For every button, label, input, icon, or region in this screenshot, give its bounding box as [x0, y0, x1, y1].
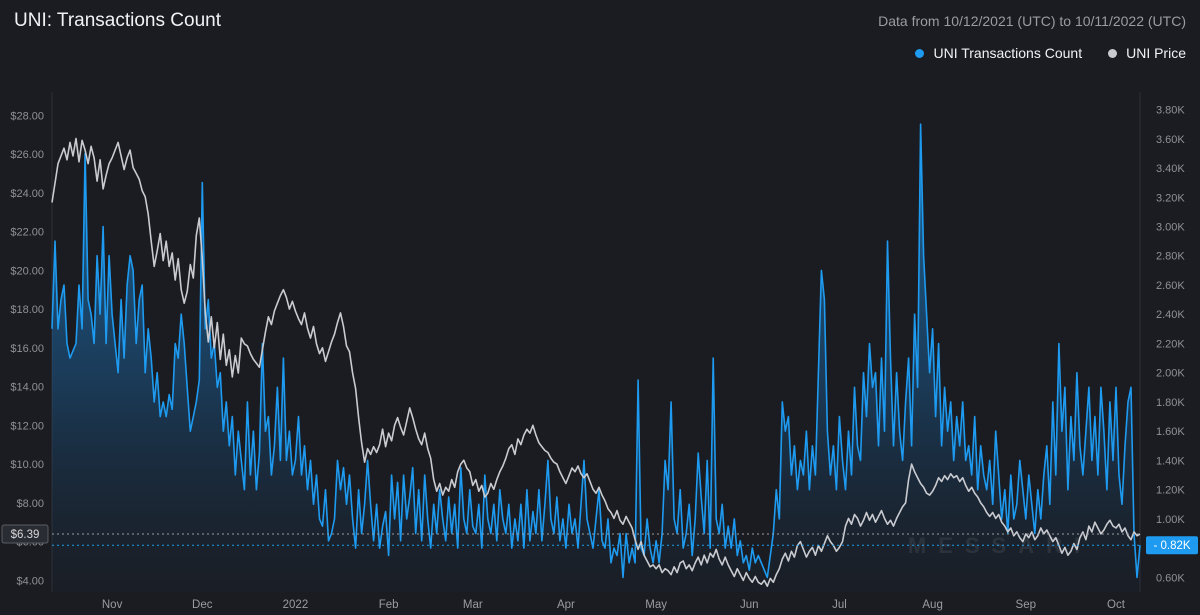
current-tx-marker-label: - 0.82K: [1153, 540, 1190, 552]
right-tick-label: 1.00K: [1156, 514, 1185, 526]
x-tick-label: Dec: [192, 599, 213, 611]
right-tick-label: 3.40K: [1156, 163, 1185, 175]
x-tick-label: Jul: [832, 599, 847, 611]
right-tick-label: 2.80K: [1156, 251, 1185, 263]
legend-dot-price: [1108, 48, 1118, 58]
watermark: MESSARI: [908, 533, 1092, 558]
tx-area-fill: [52, 124, 1140, 592]
x-tick-label: Oct: [1107, 599, 1126, 611]
series-line-price[interactable]: [51, 137, 1141, 587]
right-tick-label: 2.40K: [1156, 309, 1185, 321]
legend-item-price[interactable]: UNI Price: [1108, 45, 1186, 61]
right-tick-label: 3.00K: [1156, 222, 1185, 234]
right-tick-label: 0.60K: [1156, 572, 1185, 584]
left-tick-label: $18.00: [10, 304, 44, 316]
left-tick-label: $28.00: [10, 110, 44, 122]
left-tick-label: $16.00: [10, 343, 44, 355]
x-tick-label: Aug: [922, 599, 942, 611]
right-tick-label: 1.20K: [1156, 485, 1185, 497]
chart-title: UNI: Transactions Count: [14, 10, 221, 31]
right-tick-label: 1.60K: [1156, 426, 1185, 438]
left-tick-label: $4.00: [16, 575, 44, 587]
x-axis: Nov Dec 2022 Feb Mar Apr May Jun Jul Aug Sep Oct: [102, 599, 1126, 611]
right-tick-label: 1.80K: [1156, 397, 1185, 409]
current-markers: $6.39 - 0.82K: [1, 524, 1198, 555]
legend-item-transactions[interactable]: UNI Transactions Count: [915, 45, 1082, 61]
right-tick-label: 2.60K: [1156, 280, 1185, 292]
current-price-marker-box: [1, 524, 49, 544]
right-tick-label: 1.40K: [1156, 455, 1185, 467]
legend: UNI Transactions Count UNI Price: [915, 45, 1186, 61]
left-tick-label: $8.00: [16, 498, 44, 510]
left-tick-label: $24.00: [10, 188, 44, 200]
x-tick-label: May: [645, 599, 667, 611]
x-tick-label: Mar: [463, 599, 483, 611]
x-tick-label: Feb: [379, 599, 399, 611]
right-tick-label: 2.20K: [1156, 338, 1185, 350]
date-range: Data from 10/12/2021 (UTC) to 10/11/2022…: [878, 13, 1186, 29]
current-tx-marker-box: [1146, 536, 1198, 555]
left-tick-label: $22.00: [10, 227, 44, 239]
legend-label-transactions: UNI Transactions Count: [933, 45, 1083, 61]
series-line-transactions[interactable]: [51, 123, 1141, 579]
x-tick-label: Sep: [1016, 599, 1036, 611]
right-axis: 0.60K0.80K1.00K1.20K1.40K1.60K1.80K2.00K…: [1156, 105, 1185, 585]
right-tick-label: 3.60K: [1156, 134, 1185, 146]
x-tick-label: Nov: [102, 599, 123, 611]
right-tick-label: 3.80K: [1156, 105, 1185, 117]
left-tick-label: $20.00: [10, 265, 44, 277]
left-tick-label: $12.00: [10, 420, 44, 432]
right-tick-label: 3.20K: [1156, 192, 1185, 204]
left-tick-label: $26.00: [10, 149, 44, 161]
current-price-marker-label: $6.39: [11, 529, 40, 541]
legend-label-price: UNI Price: [1126, 45, 1186, 61]
left-tick-label: $10.00: [10, 459, 44, 471]
right-tick-label: 2.00K: [1156, 368, 1185, 380]
legend-dot-transactions: [915, 48, 925, 58]
x-tick-label: 2022: [283, 599, 309, 611]
left-axis: $4.00$6.00$8.00$10.00$12.00$14.00$16.00$…: [10, 110, 44, 587]
x-tick-label: Apr: [557, 599, 575, 611]
left-tick-label: $14.00: [10, 382, 44, 394]
x-tick-label: Jun: [740, 599, 759, 611]
